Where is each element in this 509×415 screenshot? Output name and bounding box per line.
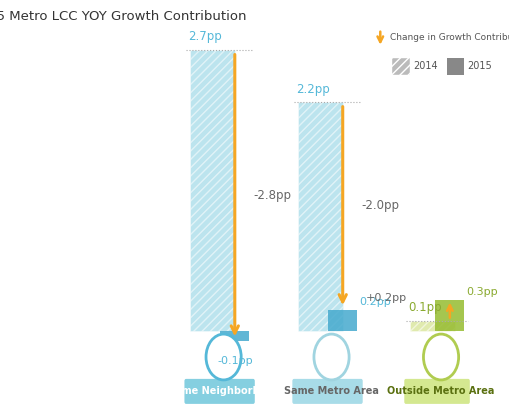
Bar <box>297 102 342 331</box>
Text: Same Neighborhood: Same Neighborhood <box>167 386 279 396</box>
Text: Change in Growth Contribution: Change in Growth Contribution <box>389 33 509 42</box>
Text: -0.1pp: -0.1pp <box>216 356 252 366</box>
FancyBboxPatch shape <box>184 379 254 404</box>
Circle shape <box>314 334 349 380</box>
Bar <box>435 300 463 331</box>
Text: 2.7pp: 2.7pp <box>188 30 222 44</box>
Text: 2014: 2014 <box>412 61 437 71</box>
FancyBboxPatch shape <box>404 379 469 404</box>
Bar <box>328 310 356 331</box>
Text: 2.2pp: 2.2pp <box>296 83 329 95</box>
FancyBboxPatch shape <box>292 379 362 404</box>
Circle shape <box>206 334 241 380</box>
Text: +0.2pp: +0.2pp <box>364 293 406 303</box>
Text: 0.1pp: 0.1pp <box>408 301 441 314</box>
Bar <box>409 320 454 331</box>
Bar <box>190 50 234 331</box>
Bar <box>391 58 409 75</box>
Text: 0.3pp: 0.3pp <box>466 287 497 297</box>
Text: 2015: 2015 <box>467 61 491 71</box>
Text: -2.8pp: -2.8pp <box>252 189 291 202</box>
Text: 15 Metro LCC YOY Growth Contribution: 15 Metro LCC YOY Growth Contribution <box>0 10 246 23</box>
Text: 0.2pp: 0.2pp <box>359 297 390 307</box>
Text: -2.0pp: -2.0pp <box>360 200 399 212</box>
Text: Same Metro Area: Same Metro Area <box>284 386 378 396</box>
Bar <box>220 331 249 342</box>
Text: Outside Metro Area: Outside Metro Area <box>387 386 494 396</box>
Circle shape <box>422 334 458 380</box>
Bar <box>446 58 463 75</box>
